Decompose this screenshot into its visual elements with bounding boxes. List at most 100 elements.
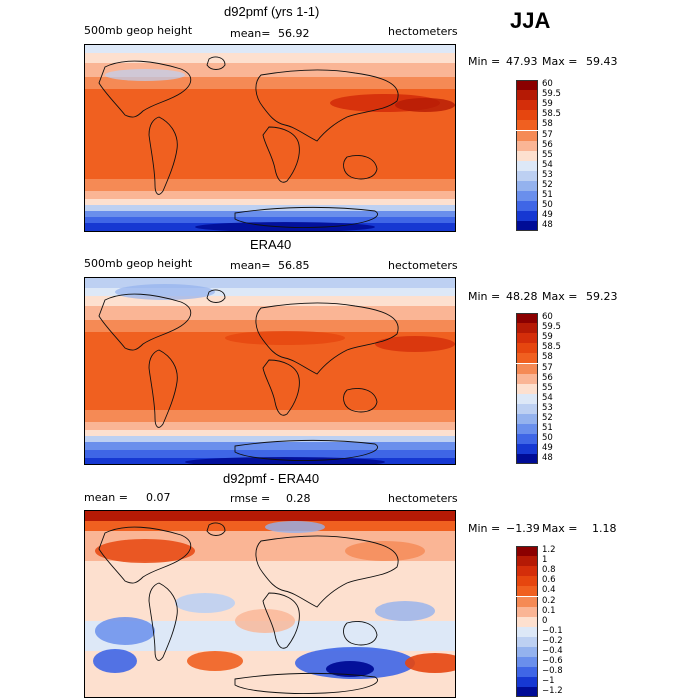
contour-blob	[235, 609, 295, 633]
panel-2-bands	[85, 278, 455, 464]
colorbar-label: 51	[542, 423, 553, 434]
contour-band	[85, 45, 455, 53]
contour-blob	[187, 651, 243, 671]
colorbar-label: 51	[542, 190, 553, 201]
contour-band	[85, 422, 455, 430]
contour-band	[85, 77, 455, 89]
coastline	[262, 359, 300, 416]
panel-1-title: d92pmf (yrs 1-1)	[224, 4, 320, 19]
colorbar-label: 53	[542, 402, 553, 413]
panel-2-map	[84, 277, 456, 465]
colorbar-label: 58.5	[542, 109, 561, 120]
panel-3-coastlines	[98, 522, 399, 694]
panel-3-map-svg	[85, 511, 455, 697]
panel-1-max-label: Max =	[542, 55, 578, 68]
coastline	[234, 206, 378, 228]
colorbar-swatch	[516, 110, 538, 121]
colorbar-swatch	[516, 444, 538, 455]
panel-3-min-label: Min =	[468, 522, 501, 535]
colorbar-swatch	[516, 170, 538, 181]
coastline	[148, 582, 178, 661]
panel-3-max-value: 1.18	[592, 522, 617, 535]
contour-band	[85, 306, 455, 320]
panel-1-min-value: 47.93	[506, 55, 538, 68]
panel-2-coastlines	[98, 289, 399, 461]
colorbar-label: −0.6	[542, 656, 563, 667]
colorbar-swatch	[516, 343, 538, 354]
coastline	[98, 526, 192, 584]
panel-3-rmse-label: rmse =	[230, 492, 271, 505]
colorbar-label: 0	[542, 615, 548, 626]
coastline	[148, 116, 178, 195]
contour-blob	[93, 649, 137, 673]
colorbar-label: 59	[542, 332, 553, 343]
colorbar-swatch	[516, 393, 538, 404]
contour-band	[85, 179, 455, 191]
colorbar-swatch	[516, 606, 538, 617]
colorbar-swatch	[516, 424, 538, 435]
colorbar-swatch	[516, 363, 538, 374]
panel-1-mean-label: mean=	[230, 27, 271, 40]
contour-blob	[375, 601, 435, 621]
panel-2-max-label: Max =	[542, 290, 578, 303]
coastline	[262, 592, 300, 649]
colorbar-swatch	[516, 130, 538, 141]
panel-1-max-value: 59.43	[586, 55, 618, 68]
colorbar-swatch	[516, 150, 538, 161]
contour-blob	[265, 521, 325, 533]
panel-1-map-svg	[85, 45, 455, 231]
colorbar-swatch	[516, 333, 538, 344]
panel-2-mean-label: mean=	[230, 259, 271, 272]
colorbar-label: 59.5	[542, 89, 561, 100]
panel-3-rmse-value: 0.28	[286, 492, 311, 505]
panel-2-units: hectometers	[388, 259, 458, 272]
colorbar-label: 48	[542, 220, 553, 231]
colorbar-swatch	[516, 647, 538, 658]
contour-band	[85, 442, 455, 450]
contour-band	[85, 511, 455, 521]
colorbar-swatch	[516, 677, 538, 688]
colorbar-swatch	[516, 576, 538, 587]
coastline	[98, 60, 192, 118]
colorbar-swatch	[516, 160, 538, 171]
colorbar-swatch	[516, 80, 538, 91]
coastline	[98, 293, 192, 351]
coastline	[343, 621, 378, 646]
contour-band	[85, 320, 455, 332]
colorbar-label: −0.8	[542, 666, 563, 677]
panel-1-anomalies	[105, 69, 455, 231]
contour-band	[85, 278, 455, 288]
colorbar-label: −1	[542, 676, 555, 687]
coastline	[206, 56, 226, 70]
panel-2-min-value: 48.28	[506, 290, 538, 303]
colorbar-swatch	[516, 626, 538, 637]
colorbar-swatch	[516, 120, 538, 131]
coastline	[343, 155, 378, 180]
colorbar-label: 49	[542, 443, 553, 454]
colorbar-swatch	[516, 566, 538, 577]
colorbar-label: −1.2	[542, 686, 563, 697]
panel-3-min-value: −1.39	[506, 522, 540, 535]
contour-band	[85, 296, 455, 306]
panel-1-mean-value: 56.92	[278, 27, 310, 40]
coastline	[206, 289, 226, 303]
colorbar-label: 0.2	[542, 595, 556, 606]
colorbar-label: 56	[542, 139, 553, 150]
colorbar-label: 55	[542, 149, 553, 160]
colorbar-label: 52	[542, 413, 553, 423]
contour-band	[85, 199, 455, 205]
contour-blob	[95, 617, 155, 645]
colorbar-swatch	[516, 687, 538, 698]
colorbar-label: 54	[542, 159, 553, 170]
colorbar-swatch	[516, 403, 538, 414]
contour-band	[85, 205, 455, 211]
coastline	[148, 349, 178, 428]
colorbar-swatch	[516, 353, 538, 364]
panel-3-max-label: Max =	[542, 522, 578, 535]
coastline	[206, 522, 226, 536]
contour-blob	[345, 541, 425, 561]
colorbar-label: 59.5	[542, 322, 561, 333]
colorbar-swatch	[516, 657, 538, 668]
panel-3-map	[84, 510, 456, 698]
contour-blob	[375, 336, 455, 352]
